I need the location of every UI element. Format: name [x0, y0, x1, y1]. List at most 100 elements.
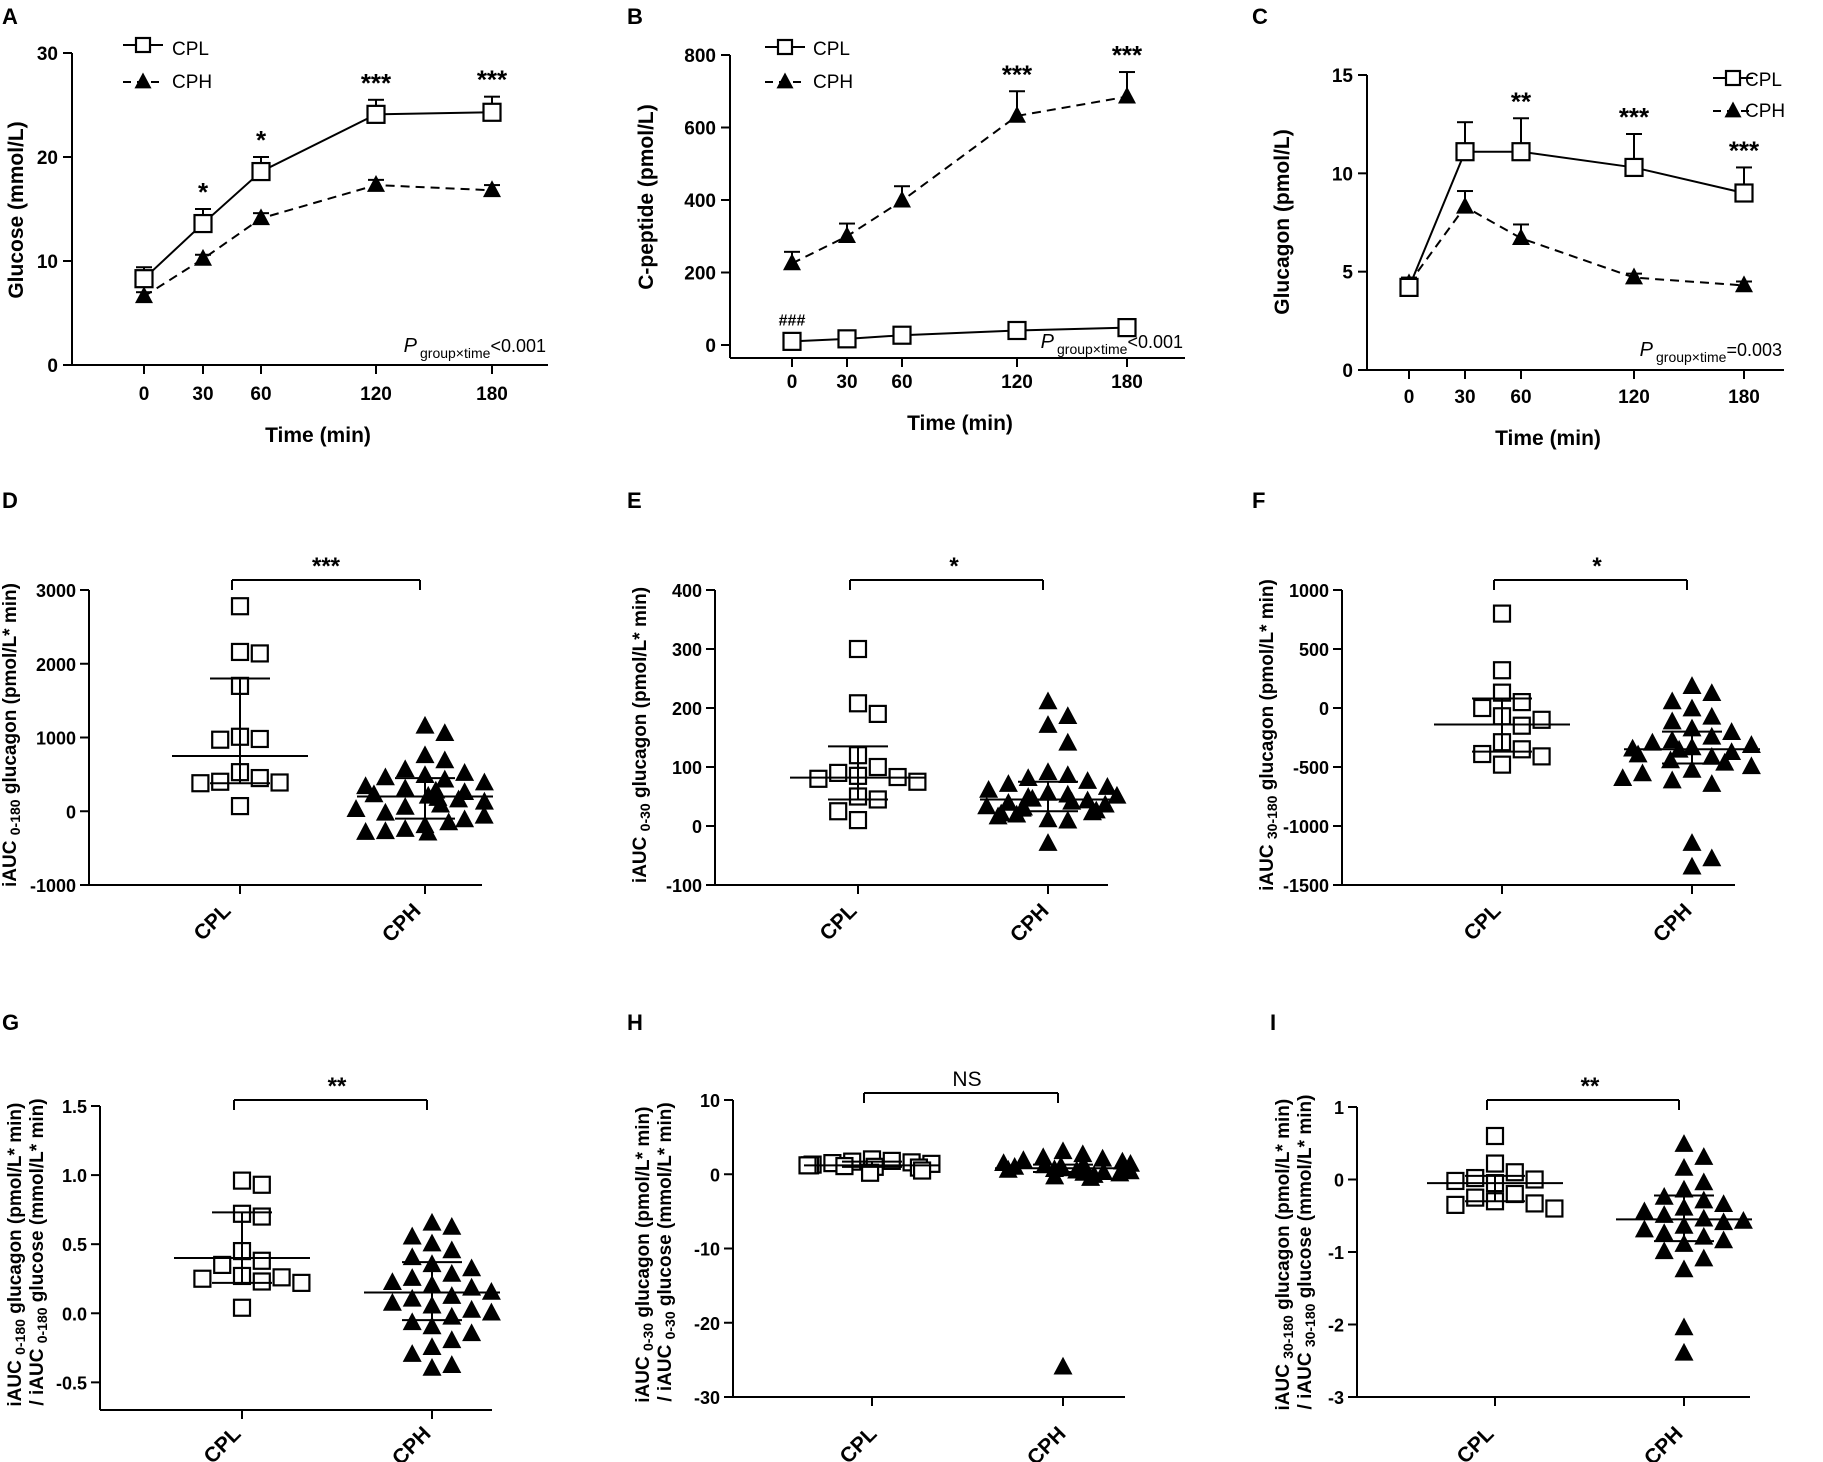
data-point-cph	[194, 249, 212, 266]
data-point-cph	[1613, 768, 1632, 786]
panel-h: H iAUC 0-30 glucagon (pmol/L* min) / iAU…	[627, 1010, 1140, 1462]
y-axis-title: C-peptide (pmol/L)	[635, 104, 658, 289]
x-tick-label: 60	[1510, 387, 1531, 408]
x-tick-label: 0	[1404, 387, 1415, 408]
x-tick-label: 180	[1111, 372, 1143, 393]
panel-letter: F	[1252, 488, 1265, 513]
y-tick-label: 1.0	[62, 1166, 87, 1186]
data-point-cph	[1675, 1158, 1694, 1176]
y-tick-label: 500	[1299, 640, 1329, 660]
y-tick-label: 800	[684, 46, 716, 67]
data-point-cph	[1633, 763, 1652, 781]
series-line-cpl	[144, 112, 492, 278]
data-point-cph	[403, 1268, 422, 1286]
significance-label: **	[1581, 1073, 1600, 1100]
data-point-cph	[1683, 676, 1702, 694]
y-tick-label: 1.5	[62, 1097, 87, 1117]
data-point-cph	[347, 799, 366, 817]
data-point-cpl	[839, 330, 856, 347]
legend-label-cph: CPH	[172, 72, 212, 93]
data-point-cph	[1655, 1241, 1674, 1259]
data-point-cph	[1694, 1173, 1713, 1191]
significance-marker: ***	[1002, 59, 1033, 89]
data-point-cph	[455, 763, 474, 781]
legend-label-cph: CPH	[813, 72, 853, 93]
significance-label: *	[949, 553, 959, 580]
panel-letter: H	[627, 1010, 643, 1035]
y-tick-label: 0	[705, 336, 716, 357]
data-point-cph	[423, 1213, 442, 1231]
data-point-cpl	[1494, 606, 1510, 622]
data-point-cpl	[850, 641, 866, 657]
data-point-cpl	[194, 1271, 210, 1287]
panel-letter: D	[2, 488, 18, 513]
y-tick-label: 1000	[1289, 581, 1329, 601]
x-axis-title: Time (min)	[265, 424, 371, 447]
y-tick-label: 400	[684, 191, 716, 212]
figure: A Time (min) Glucose (mmol/L) CPL CPH Pg…	[0, 0, 1823, 1462]
x-tick-label: 120	[1618, 387, 1650, 408]
data-point-cpl	[1447, 1197, 1463, 1213]
data-point-cpl	[254, 1253, 270, 1269]
data-point-cpl	[254, 1177, 270, 1193]
legend-marker-cpl	[778, 40, 792, 54]
data-point-cph	[893, 191, 911, 208]
legend-label-cph: CPH	[1745, 101, 1785, 122]
data-point-cph	[396, 797, 415, 815]
data-point-cph	[1039, 762, 1058, 780]
data-point-cph	[783, 253, 801, 270]
data-point-cph	[999, 774, 1018, 792]
x-tick-label: 0	[787, 372, 798, 393]
data-point-cph	[396, 819, 415, 837]
data-point-cpl	[254, 1273, 270, 1289]
data-point-cpl	[1401, 279, 1418, 296]
data-point-cph	[416, 716, 435, 734]
data-point-cph	[1675, 1134, 1694, 1152]
data-point-cph	[1643, 733, 1662, 751]
y-axis-title: iAUC 30-180 glucagon (pmol/L* min) / iAU…	[1273, 1094, 1318, 1411]
data-point-cph	[356, 822, 375, 840]
data-point-cph	[135, 286, 153, 303]
y-tick-label: -1000	[1283, 817, 1329, 837]
data-point-cph	[1694, 1191, 1713, 1209]
data-point-cph	[396, 759, 415, 777]
x-axis-title: Time (min)	[1495, 427, 1601, 450]
y-tick-label: 400	[672, 581, 702, 601]
panel-a: A Time (min) Glucose (mmol/L) CPL CPH Pg…	[2, 4, 548, 447]
data-point-cpl	[1507, 1186, 1523, 1202]
data-point-cpl	[1009, 322, 1026, 339]
panel-letter: I	[1270, 1010, 1276, 1035]
y-tick-label: -30	[694, 1388, 720, 1408]
data-point-cph	[475, 773, 494, 791]
y-axis-title: iAUC 0-180 glucagon (pmol/L* min)	[0, 583, 23, 887]
legend-label-cpl: CPL	[1745, 70, 1782, 91]
data-point-cph	[442, 1264, 461, 1282]
significance-label: *	[1592, 553, 1602, 580]
data-point-cph	[442, 1307, 461, 1325]
y-tick-label: -20	[694, 1314, 720, 1334]
y-tick-label: -0.5	[56, 1373, 87, 1393]
data-point-cpl	[274, 1269, 290, 1285]
y-tick-label: 20	[37, 148, 58, 169]
data-point-cph	[455, 809, 474, 827]
significance-marker: ***	[1619, 102, 1650, 132]
data-point-cpl	[1494, 757, 1510, 773]
panel-e: E iAUC 0-30 glucagon (pmol/L* min) CPL C…	[627, 488, 1126, 947]
data-point-cph	[1714, 1231, 1733, 1249]
significance-marker: ###	[779, 312, 806, 329]
y-tick-label: -100	[666, 876, 702, 896]
data-point-cph	[1635, 1220, 1654, 1238]
group-label-cph: CPH	[1006, 899, 1054, 947]
series-line-cph	[1409, 207, 1744, 286]
panel-d: D iAUC 0-180 glucagon (pmol/L* min) CPL …	[0, 488, 494, 947]
x-tick-label: 30	[836, 372, 857, 393]
data-point-cpl	[1487, 1156, 1503, 1172]
y-tick-label: 0	[1334, 1171, 1344, 1191]
data-point-cph	[1683, 857, 1702, 875]
data-point-cph	[483, 180, 501, 197]
significance-marker: ***	[477, 65, 508, 95]
y-axis-title: iAUC 30-180 glucagon (pmol/L* min)	[1257, 579, 1280, 891]
data-point-cpl	[909, 774, 925, 790]
y-axis-title: iAUC 0-30 glucagon (pmol/L* min)	[630, 587, 653, 883]
significance-marker: *	[256, 125, 267, 155]
